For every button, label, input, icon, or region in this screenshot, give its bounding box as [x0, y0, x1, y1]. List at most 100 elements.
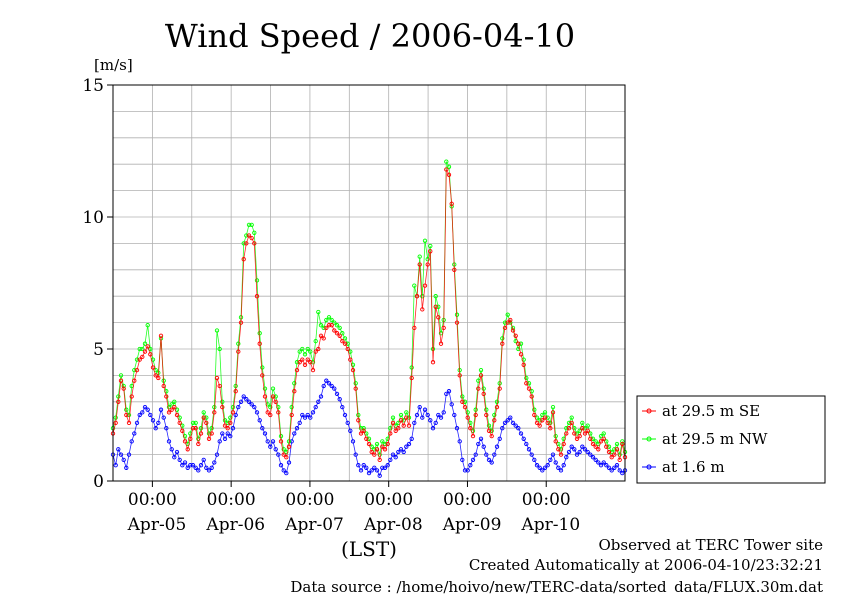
data-point	[294, 367, 300, 373]
data-point	[441, 325, 446, 331]
data-point	[473, 452, 478, 457]
data-point	[281, 452, 286, 457]
data-point	[233, 412, 238, 418]
data-point	[420, 307, 425, 312]
data-point	[244, 233, 249, 238]
data-point	[569, 420, 574, 426]
data-point	[412, 325, 417, 331]
data-point	[422, 283, 428, 288]
data-point	[329, 323, 334, 328]
data-point	[438, 415, 444, 420]
data-point	[278, 439, 284, 444]
data-point	[588, 452, 593, 457]
data-point	[254, 278, 260, 283]
data-point	[510, 420, 516, 426]
data-point	[276, 410, 281, 415]
legend-entry: at 29.5 m NW	[642, 430, 768, 448]
data-point	[236, 404, 241, 410]
x-day-label: Apr-09	[442, 515, 502, 535]
data-point	[606, 465, 612, 470]
data-point	[182, 439, 188, 444]
data-point	[180, 428, 185, 433]
data-point	[313, 404, 318, 410]
data-point	[310, 410, 316, 415]
data-point	[489, 428, 494, 433]
data-point	[468, 426, 473, 431]
data-point	[444, 159, 449, 164]
data-point	[545, 415, 550, 420]
data-point	[452, 412, 457, 418]
data-point	[118, 373, 124, 378]
data-point	[454, 426, 460, 431]
data-point	[614, 463, 620, 468]
data-point	[508, 415, 513, 420]
data-point	[433, 420, 438, 426]
data-point	[166, 404, 172, 410]
data-point	[238, 399, 244, 404]
data-point	[358, 426, 364, 431]
data-point	[372, 452, 377, 457]
data-point	[550, 452, 556, 457]
data-point	[230, 426, 236, 431]
data-point	[564, 431, 569, 436]
data-point	[164, 394, 169, 399]
data-point	[126, 420, 132, 426]
data-point	[409, 375, 414, 381]
x-day-label: Apr-07	[284, 515, 344, 535]
data-point	[412, 420, 417, 426]
data-point	[489, 433, 494, 439]
data-point	[585, 423, 590, 428]
data-point	[345, 341, 350, 346]
data-point	[158, 333, 164, 338]
footer-source: Data source : /home/hoivo/new/TERC-data/…	[290, 578, 823, 595]
data-point	[436, 315, 441, 320]
data-point	[318, 394, 324, 399]
data-point	[425, 262, 430, 267]
legend-label: at 29.5 m NW	[662, 430, 768, 448]
data-point	[273, 447, 278, 452]
data-point	[222, 423, 228, 428]
data-point	[132, 378, 137, 383]
data-point	[532, 457, 537, 463]
data-point	[302, 352, 308, 357]
data-point	[524, 441, 529, 447]
data-point	[241, 394, 246, 399]
data-point	[524, 375, 529, 381]
data-point	[561, 436, 566, 441]
data-point	[502, 420, 508, 426]
data-point	[609, 449, 614, 455]
data-point	[316, 399, 321, 404]
data-point	[332, 320, 337, 325]
data-point	[502, 325, 508, 331]
data-point	[374, 447, 380, 452]
data-point	[537, 465, 542, 470]
data-point	[478, 373, 484, 378]
data-point	[540, 418, 545, 423]
data-point	[134, 367, 140, 373]
data-point	[350, 367, 356, 373]
data-point	[270, 386, 276, 391]
x-tick-time-label: 00:00	[364, 490, 413, 510]
data-point	[478, 367, 484, 373]
data-point	[582, 426, 588, 431]
data-point	[612, 452, 617, 457]
data-point	[401, 449, 406, 455]
data-point	[286, 444, 292, 449]
data-point	[300, 412, 305, 418]
data-point	[585, 449, 590, 455]
data-point	[481, 391, 486, 397]
y-tick-label: 15	[82, 76, 104, 96]
data-point	[236, 349, 241, 354]
data-point	[518, 341, 524, 346]
legend-entry: at 29.5 m SE	[642, 402, 760, 420]
data-point	[524, 381, 529, 386]
data-point	[593, 444, 598, 449]
data-point	[169, 447, 174, 452]
data-point	[393, 455, 398, 460]
data-point	[617, 457, 622, 463]
data-point	[321, 336, 326, 341]
data-point	[198, 463, 204, 468]
data-point	[129, 439, 134, 444]
data-point	[476, 441, 481, 447]
data-point	[537, 418, 542, 423]
